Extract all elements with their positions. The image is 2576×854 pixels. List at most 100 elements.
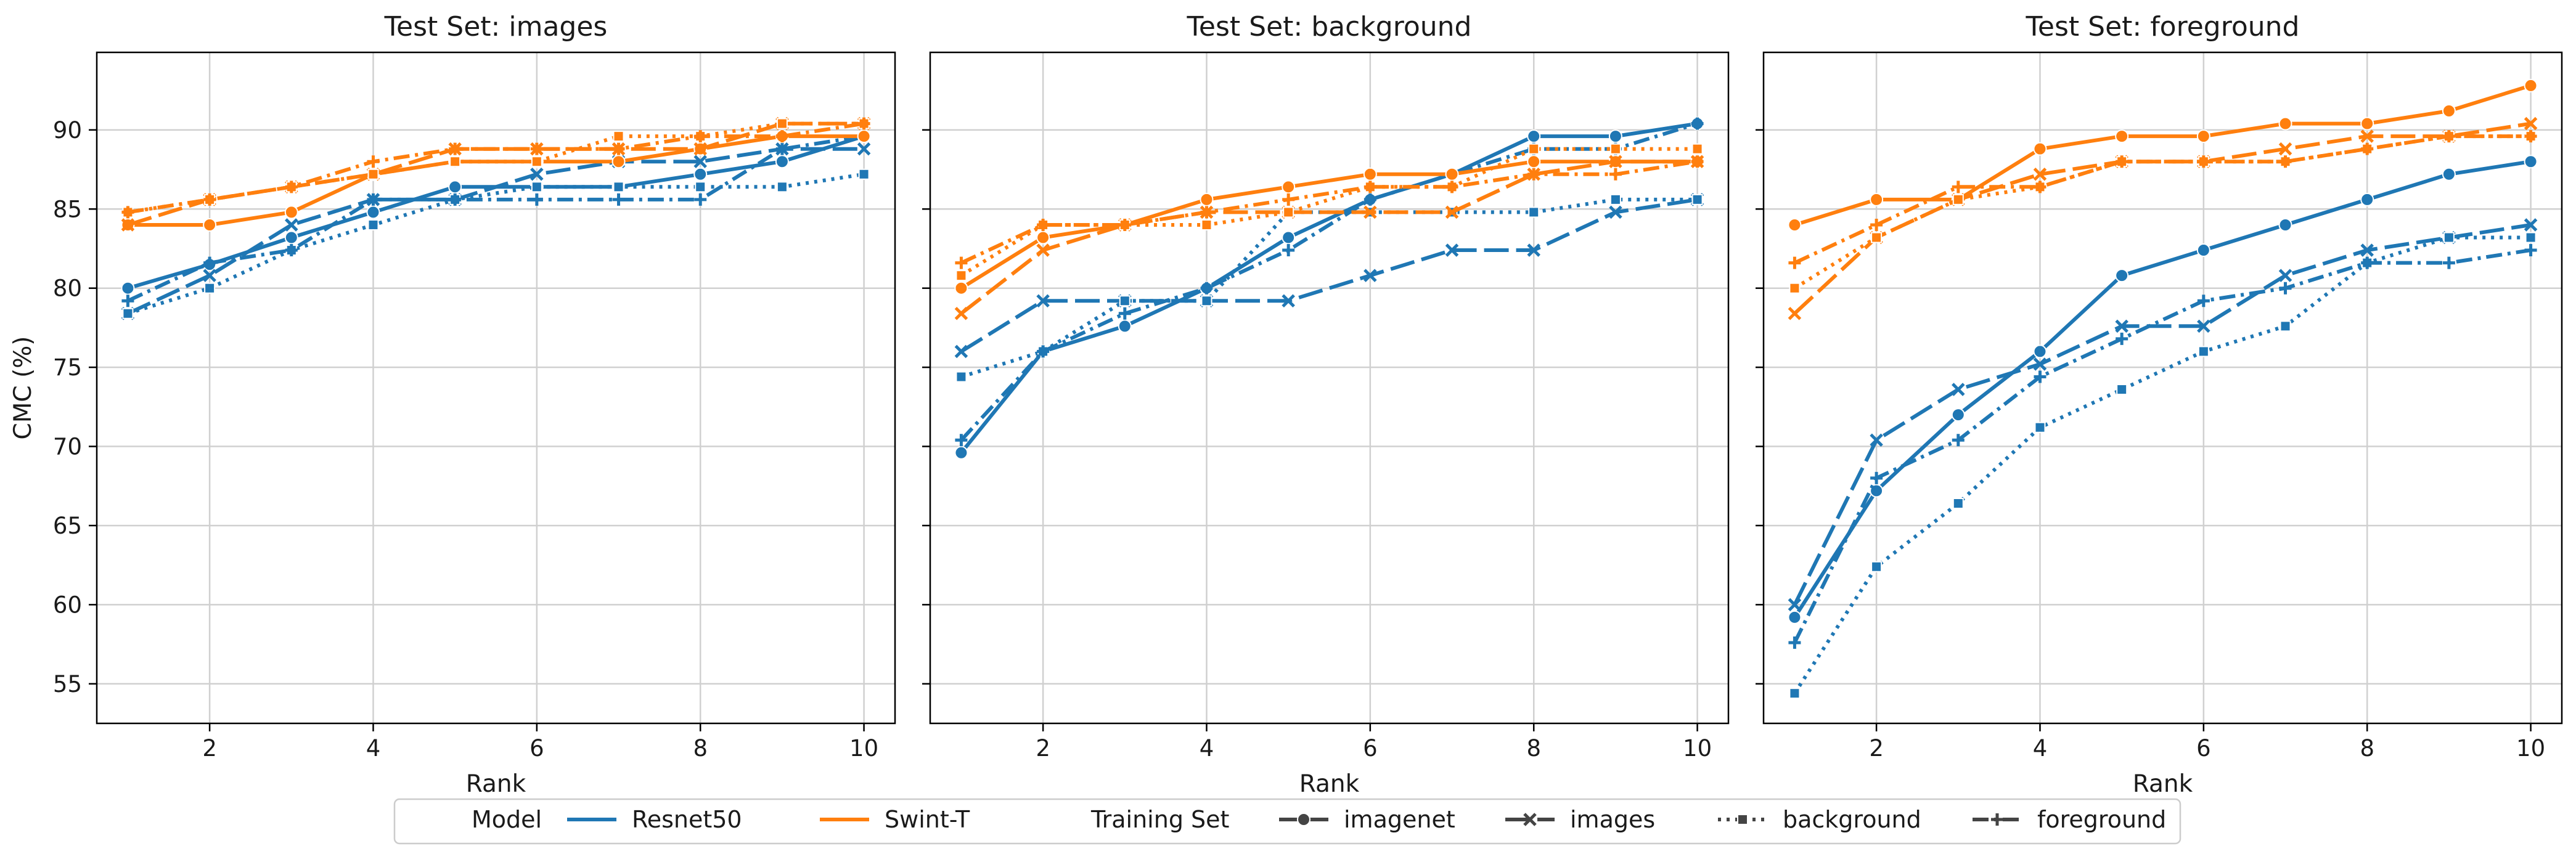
data-point-resnet50-background bbox=[1952, 497, 1964, 509]
data-point-swint-t-background bbox=[1871, 232, 1883, 243]
data-point-resnet50-images bbox=[2360, 243, 2374, 257]
data-point-swint-t-background bbox=[1609, 143, 1621, 155]
data-point-swint-t-imagenet bbox=[1445, 167, 1459, 181]
panel-title: Test Set: images bbox=[384, 11, 608, 43]
data-point-resnet50-foreground bbox=[1691, 117, 1704, 130]
panel-title: Test Set: background bbox=[1187, 11, 1472, 43]
series-line-swint-t-images bbox=[127, 121, 864, 227]
data-point-resnet50-foreground bbox=[612, 193, 625, 206]
data-point-resnet50-imagenet bbox=[2115, 269, 2129, 283]
data-point-resnet50-images bbox=[857, 142, 871, 156]
data-point-swint-t-foreground bbox=[1118, 218, 1131, 231]
x-axis-label: Rank bbox=[2133, 770, 2193, 798]
data-point-resnet50-background bbox=[776, 181, 788, 193]
data-point-swint-t-foreground bbox=[2442, 130, 2455, 143]
series-line-resnet50-imagenet bbox=[1793, 160, 2532, 619]
data-point-swint-t-foreground bbox=[694, 130, 707, 143]
data-point-swint-t-images bbox=[1609, 155, 1622, 168]
data-point-swint-t-foreground bbox=[1870, 218, 1883, 231]
data-point-swint-t-imagenet bbox=[1363, 167, 1377, 181]
data-point-resnet50-foreground bbox=[2524, 244, 2537, 257]
data-point-resnet50-foreground bbox=[694, 193, 707, 206]
data-point-resnet50-foreground bbox=[1282, 244, 1295, 257]
data-point-swint-t-imagenet bbox=[284, 205, 298, 219]
legend-label-foreground: foreground bbox=[2037, 806, 2166, 833]
data-point-swint-t-foreground bbox=[203, 193, 216, 206]
series-line-swint-t-images bbox=[960, 160, 1698, 315]
data-point-swint-t-foreground bbox=[2279, 155, 2292, 168]
data-point-swint-t-images bbox=[1445, 205, 1459, 219]
data-point-resnet50-imagenet bbox=[1118, 319, 1132, 333]
data-point-resnet50-images bbox=[1282, 294, 1295, 308]
data-point-swint-t-imagenet bbox=[1282, 180, 1296, 194]
series-line-swint-t-foreground bbox=[127, 121, 865, 214]
data-point-resnet50-foreground bbox=[955, 434, 968, 447]
data-point-resnet50-foreground bbox=[2034, 370, 2046, 383]
data-point-swint-t-imagenet bbox=[203, 218, 217, 232]
panel-2: 2 4 6 8 10 Test Set: background Rank bbox=[922, 11, 1730, 798]
data-point-resnet50-background bbox=[613, 181, 624, 193]
data-point-resnet50-images bbox=[2115, 319, 2128, 333]
data-point-swint-t-images bbox=[1364, 205, 1377, 219]
data-point-resnet50-imagenet bbox=[2524, 155, 2538, 169]
data-point-resnet50-foreground bbox=[285, 244, 298, 257]
data-point-resnet50-background bbox=[955, 371, 967, 383]
data-point-swint-t-imagenet bbox=[857, 129, 871, 144]
data-point-resnet50-foreground bbox=[1118, 307, 1131, 320]
plot-frame bbox=[929, 51, 1730, 725]
data-point-swint-t-foreground bbox=[1364, 181, 1376, 193]
data-point-resnet50-foreground bbox=[1037, 345, 1050, 358]
data-point-swint-t-images bbox=[2360, 129, 2374, 143]
data-point-resnet50-background bbox=[2443, 232, 2455, 243]
data-point-resnet50-background bbox=[2116, 384, 2128, 396]
data-point-resnet50-background bbox=[1528, 206, 1540, 218]
data-point-swint-t-foreground bbox=[2034, 181, 2046, 193]
data-point-swint-t-foreground bbox=[857, 117, 870, 130]
data-point-swint-t-imagenet bbox=[2524, 78, 2538, 92]
data-point-resnet50-foreground bbox=[2197, 295, 2210, 307]
series-line-resnet50-images bbox=[127, 147, 864, 315]
data-point-swint-t-foreground bbox=[449, 142, 462, 155]
series-line-swint-t-imagenet bbox=[960, 160, 1698, 290]
series-line-resnet50-background bbox=[127, 172, 865, 315]
x-axis-label: Rank bbox=[466, 770, 526, 798]
y-tick-label: 65 bbox=[53, 513, 82, 539]
data-point-resnet50-foreground bbox=[203, 256, 216, 269]
data-point-resnet50-images bbox=[2524, 218, 2538, 232]
data-point-resnet50-background bbox=[1119, 295, 1131, 307]
panel-3: 2 4 6 8 10 Test Set: foreground Rank bbox=[1756, 11, 2563, 798]
data-point-resnet50-imagenet bbox=[1282, 230, 1296, 245]
data-point-swint-t-foreground bbox=[1200, 206, 1213, 219]
data-point-resnet50-images bbox=[1527, 243, 1540, 257]
data-point-swint-t-foreground bbox=[530, 142, 543, 155]
data-point-swint-t-foreground bbox=[1691, 155, 1704, 168]
data-point-swint-t-imagenet bbox=[611, 155, 626, 169]
x-tick-label: 10 bbox=[2516, 735, 2545, 762]
legend-marker-background bbox=[1737, 814, 1748, 825]
data-point-swint-t-imagenet bbox=[954, 281, 968, 295]
data-point-resnet50-background bbox=[2280, 320, 2291, 332]
data-point-resnet50-imagenet bbox=[693, 167, 708, 181]
series-line-resnet50-imagenet bbox=[127, 134, 865, 290]
legend-label-resnet50: Resnet50 bbox=[632, 806, 742, 833]
data-point-resnet50-images bbox=[1870, 433, 1883, 447]
data-point-swint-t-background bbox=[1691, 143, 1703, 155]
data-point-resnet50-images bbox=[1609, 205, 1622, 219]
x-tick-label: 6 bbox=[530, 735, 544, 762]
data-point-resnet50-imagenet bbox=[1527, 129, 1541, 144]
data-point-resnet50-images bbox=[954, 344, 968, 359]
data-point-resnet50-foreground bbox=[449, 193, 462, 206]
data-point-swint-t-images bbox=[693, 142, 707, 156]
data-point-swint-t-background bbox=[1952, 193, 1964, 205]
legend-label-imagenet: imagenet bbox=[1344, 806, 1455, 833]
data-point-swint-t-images bbox=[121, 218, 135, 232]
data-point-resnet50-foreground bbox=[367, 193, 380, 206]
data-point-swint-t-imagenet bbox=[1527, 155, 1541, 169]
data-point-swint-t-foreground bbox=[612, 142, 625, 155]
data-point-resnet50-imagenet bbox=[2360, 192, 2374, 206]
y-tick-label: 80 bbox=[53, 275, 82, 302]
x-tick-label: 4 bbox=[2033, 735, 2048, 762]
panel-title: Test Set: foreground bbox=[2026, 11, 2300, 43]
data-point-swint-t-images bbox=[2278, 142, 2292, 156]
